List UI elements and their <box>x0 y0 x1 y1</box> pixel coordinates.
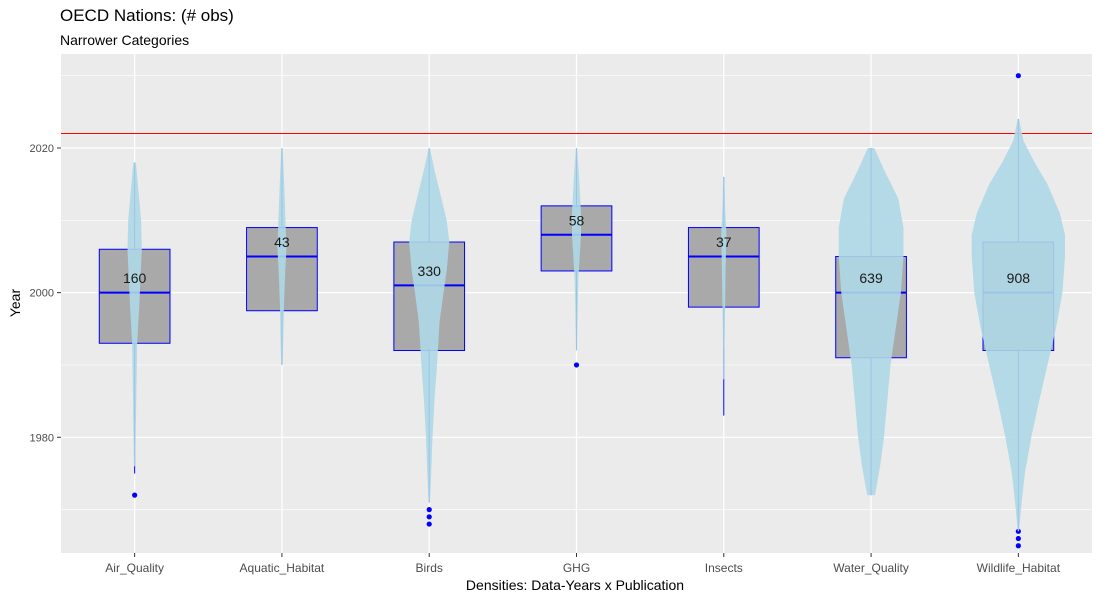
y-tick-label: 1980 <box>30 432 54 444</box>
chart-subtitle: Narrower Categories <box>60 32 190 48</box>
outlier-point <box>132 492 138 498</box>
y-tick-label: 2020 <box>30 143 54 155</box>
outlier-point <box>426 507 432 513</box>
count-label: 639 <box>859 270 883 286</box>
x-tick-label: Air_Quality <box>105 561 164 575</box>
violin <box>971 119 1065 532</box>
count-label: 43 <box>274 234 290 250</box>
violins <box>127 119 1065 532</box>
violin <box>572 148 581 351</box>
x-tick-label: Aquatic_Habitat <box>240 561 325 575</box>
x-axis-title: Densities: Data-Years x Publication <box>466 577 684 593</box>
y-axis-title: Year <box>7 289 23 318</box>
outlier-point <box>426 521 432 527</box>
x-tick-label: GHG <box>563 561 590 575</box>
outlier-point <box>1015 73 1021 79</box>
count-labels: 160 43 330 58 37 639 908 <box>123 212 1030 286</box>
violin <box>721 176 727 380</box>
x-tick-label: Insects <box>705 561 743 575</box>
violin <box>409 148 450 503</box>
axes: 1980 2000 2020 Air_Quality Aquatic_Habitat Bi… <box>30 143 1061 575</box>
count-label: 58 <box>569 212 585 228</box>
outlier-point <box>1015 543 1021 549</box>
count-label: 37 <box>716 234 732 250</box>
x-tick-label: Birds <box>416 561 443 575</box>
chart-title: OECD Nations: (# obs) <box>60 6 234 25</box>
outlier-point <box>426 514 432 520</box>
violin <box>838 148 904 496</box>
x-tick-label: Water_Quality <box>833 561 909 575</box>
count-label: 908 <box>1007 270 1031 286</box>
count-label: 160 <box>123 270 147 286</box>
violin <box>127 162 142 467</box>
outlier-point <box>1015 528 1021 534</box>
count-label: 330 <box>418 263 442 279</box>
x-tick-label: Wildlife_Habitat <box>977 561 1061 575</box>
y-tick-label: 2000 <box>30 288 54 300</box>
outlier-point <box>1015 535 1021 542</box>
outlier-point <box>573 362 580 368</box>
violin <box>277 148 287 365</box>
